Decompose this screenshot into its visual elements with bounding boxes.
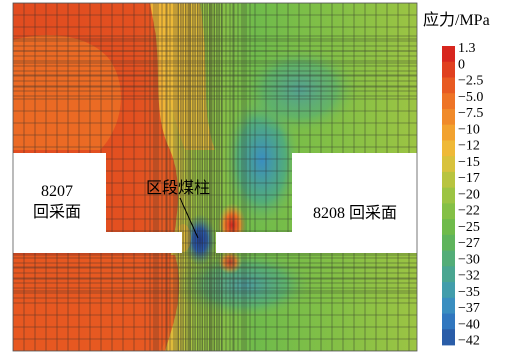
colorbar-tick-label: −40: [458, 317, 480, 332]
right-roadway: [216, 232, 292, 253]
colorbar-tick-label: −17: [458, 171, 480, 186]
left-working-face: [13, 153, 106, 253]
colorbar-tick-label: −12: [458, 139, 480, 154]
left-roadway: [106, 232, 182, 253]
plot-border: [12, 2, 418, 352]
colorbar-tick-label: −2.5: [458, 74, 483, 89]
colorbar-tick-label: −37: [458, 301, 480, 316]
colorbar-tick-label: −20: [458, 187, 480, 202]
colorbar-segment: [442, 156, 455, 173]
upper-cyan-band: [240, 45, 360, 135]
colorbar-segment: [442, 297, 455, 314]
colorbar-segment: [442, 282, 455, 299]
left-face-label-line2: 回采面: [33, 203, 81, 221]
colorbar-segment: [442, 171, 455, 189]
colorbar-tick-label: −32: [458, 269, 480, 284]
pillar-label: 区段煤柱: [146, 179, 210, 197]
colorbar-segment: [442, 250, 455, 267]
colorbar-segment: [442, 108, 455, 126]
colorbar-tick-label: −25: [458, 220, 480, 235]
colorbar-tick-label: 0: [458, 57, 465, 72]
colorbar-segment: [442, 77, 455, 94]
colorbar-segment: [442, 266, 455, 283]
colorbar-tick-label: −7.5: [458, 106, 483, 121]
colorbar-segment: [442, 61, 455, 78]
right-face-label: 8208 回采面: [313, 204, 397, 222]
pillar-label-leader: [179, 197, 199, 239]
colorbar-tick-label: −10: [458, 122, 480, 137]
legend-title: 应力/MPa: [423, 10, 490, 29]
colorbar-tick-label: 1.3: [458, 41, 476, 56]
colorbar-tick-label: −42: [458, 334, 480, 349]
contour-field: [13, 3, 417, 351]
colorbar-segment: [442, 140, 455, 157]
colorbar-segment: [442, 313, 455, 330]
colorbar-segment: [442, 219, 455, 236]
colorbar-tick-label: −22: [458, 204, 480, 219]
colorbar-tick-label: −27: [458, 236, 480, 251]
colorbar-tick-label: −5.0: [458, 90, 483, 105]
colorbar-segment: [442, 329, 455, 346]
left-inner-zone: [13, 35, 121, 150]
colorbar-tick-label: −35: [458, 285, 480, 300]
colorbar-tick-label: −30: [458, 252, 480, 267]
colorbar-ticks: 1.30 −2.5−5.0−7.5−10 −12−15−17−20 −22−25−27…: [458, 41, 483, 349]
colorbar-segment: [442, 234, 455, 251]
right-working-face: [292, 153, 417, 253]
colorbar-segment: [442, 93, 455, 110]
colorbar: [442, 46, 455, 346]
colorbar-segment: [442, 187, 455, 204]
colorbar-segment: [442, 46, 455, 63]
colorbar-tick-label: −15: [458, 155, 480, 170]
left-face-label-line1: 8207: [41, 183, 73, 200]
colorbar-segment: [442, 124, 455, 141]
colorbar-segment: [442, 203, 455, 220]
